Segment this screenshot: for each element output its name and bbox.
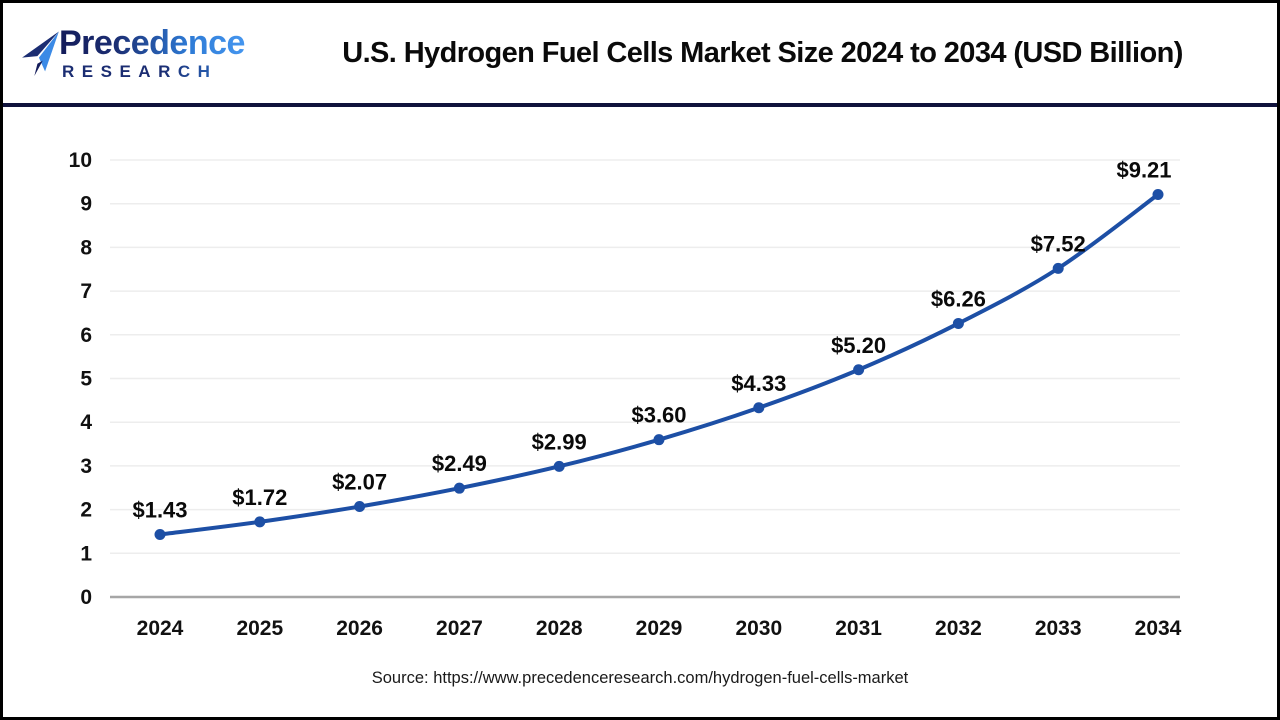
svg-text:$6.26: $6.26 (931, 286, 986, 311)
svg-text:3: 3 (80, 455, 92, 478)
svg-text:$2.07: $2.07 (332, 470, 387, 495)
svg-text:2024: 2024 (137, 617, 184, 640)
svg-text:9: 9 (80, 193, 92, 216)
logo-subtitle: RESEARCH (59, 63, 245, 80)
line-chart: 0 1 2 3 4 5 6 7 8 9 10 2024 2025 2026 2027 2028 2029 2030… (69, 149, 1182, 640)
svg-text:2028: 2028 (536, 617, 583, 640)
svg-text:$5.20: $5.20 (831, 333, 886, 358)
svg-text:2031: 2031 (835, 617, 882, 640)
source-text: Source: https://www.precedenceresearch.c… (371, 669, 909, 687)
svg-text:1: 1 (80, 542, 92, 565)
svg-text:2033: 2033 (1035, 617, 1082, 640)
precedence-logo: Precedence RESEARCH (19, 26, 274, 80)
svg-text:8: 8 (80, 236, 92, 259)
chart-region: 0 1 2 3 4 5 6 7 8 9 10 2024 2025 2026 2027 2028 2029 2030… (3, 107, 1277, 688)
svg-text:$2.49: $2.49 (432, 451, 487, 476)
svg-text:2: 2 (80, 499, 92, 522)
svg-text:2027: 2027 (436, 617, 483, 640)
paper-plane-logo-icon (22, 31, 59, 76)
logo-wordmark: Precedence (59, 24, 245, 62)
svg-text:$3.60: $3.60 (631, 403, 686, 428)
svg-text:2030: 2030 (735, 617, 782, 640)
svg-text:$1.43: $1.43 (132, 498, 187, 523)
svg-text:4: 4 (80, 411, 92, 434)
svg-text:7: 7 (80, 280, 92, 303)
chart-header: Precedence RESEARCH U.S. Hydrogen Fuel C… (3, 3, 1277, 107)
svg-text:2025: 2025 (236, 617, 283, 640)
svg-text:6: 6 (80, 324, 92, 347)
svg-text:$7.52: $7.52 (1031, 231, 1086, 256)
logo-text: Precedence RESEARCH (59, 26, 245, 80)
svg-text:2034: 2034 (1135, 617, 1182, 640)
svg-text:2029: 2029 (636, 617, 683, 640)
chart-title: U.S. Hydrogen Fuel Cells Market Size 202… (342, 36, 1183, 69)
svg-text:2032: 2032 (935, 617, 982, 640)
svg-text:0: 0 (80, 586, 92, 609)
svg-text:5: 5 (80, 368, 92, 391)
svg-text:$4.33: $4.33 (731, 371, 786, 396)
svg-text:2026: 2026 (336, 617, 383, 640)
svg-text:$2.99: $2.99 (532, 429, 587, 454)
svg-text:10: 10 (69, 149, 92, 172)
svg-text:$9.21: $9.21 (1116, 158, 1171, 183)
svg-text:$1.72: $1.72 (232, 485, 287, 510)
